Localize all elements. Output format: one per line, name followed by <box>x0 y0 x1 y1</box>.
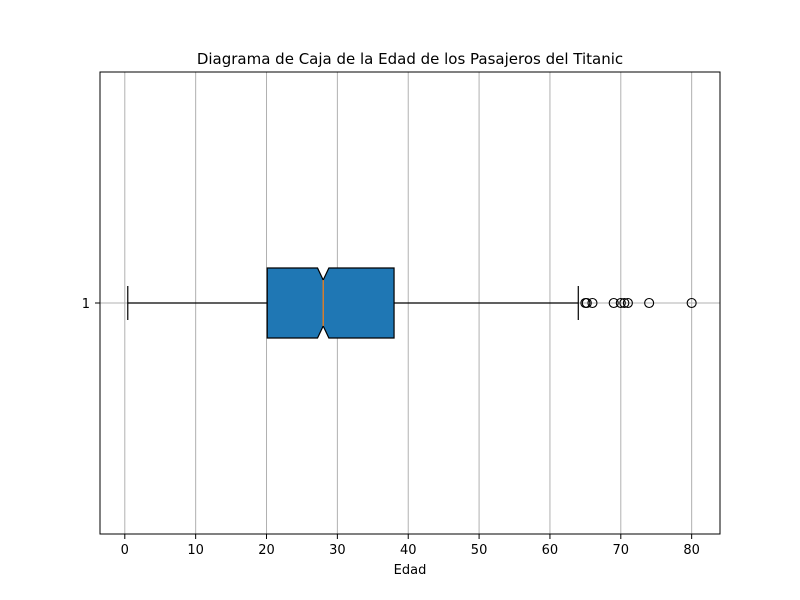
plot-area <box>127 267 697 339</box>
outlier-point <box>587 297 598 309</box>
box-body <box>266 267 395 339</box>
y-axis-ticks: 1 <box>82 297 100 312</box>
x-tick-label: 50 <box>471 543 488 558</box>
x-axis-label: Edad <box>394 563 427 578</box>
chart-title: Diagrama de Caja de la Edad de los Pasaj… <box>197 50 623 68</box>
x-tick-label: 30 <box>329 543 346 558</box>
x-tick-label: 0 <box>121 543 129 558</box>
x-tick-label: 70 <box>613 543 630 558</box>
y-tick-label: 1 <box>82 297 90 312</box>
outlier-point <box>686 297 697 309</box>
outlier-point <box>619 297 630 309</box>
outlier-point <box>644 297 655 309</box>
outlier-point <box>608 297 619 309</box>
x-tick-label: 10 <box>187 543 204 558</box>
x-tick-label: 80 <box>683 543 700 558</box>
outlier-point <box>581 297 592 309</box>
x-axis-ticks: 0 10 20 30 40 50 60 70 80 <box>121 534 700 558</box>
x-tick-label: 20 <box>258 543 275 558</box>
outlier-point <box>622 297 633 309</box>
outlier-point <box>615 297 626 309</box>
x-tick-label: 60 <box>542 543 559 558</box>
x-tick-label: 40 <box>400 543 417 558</box>
